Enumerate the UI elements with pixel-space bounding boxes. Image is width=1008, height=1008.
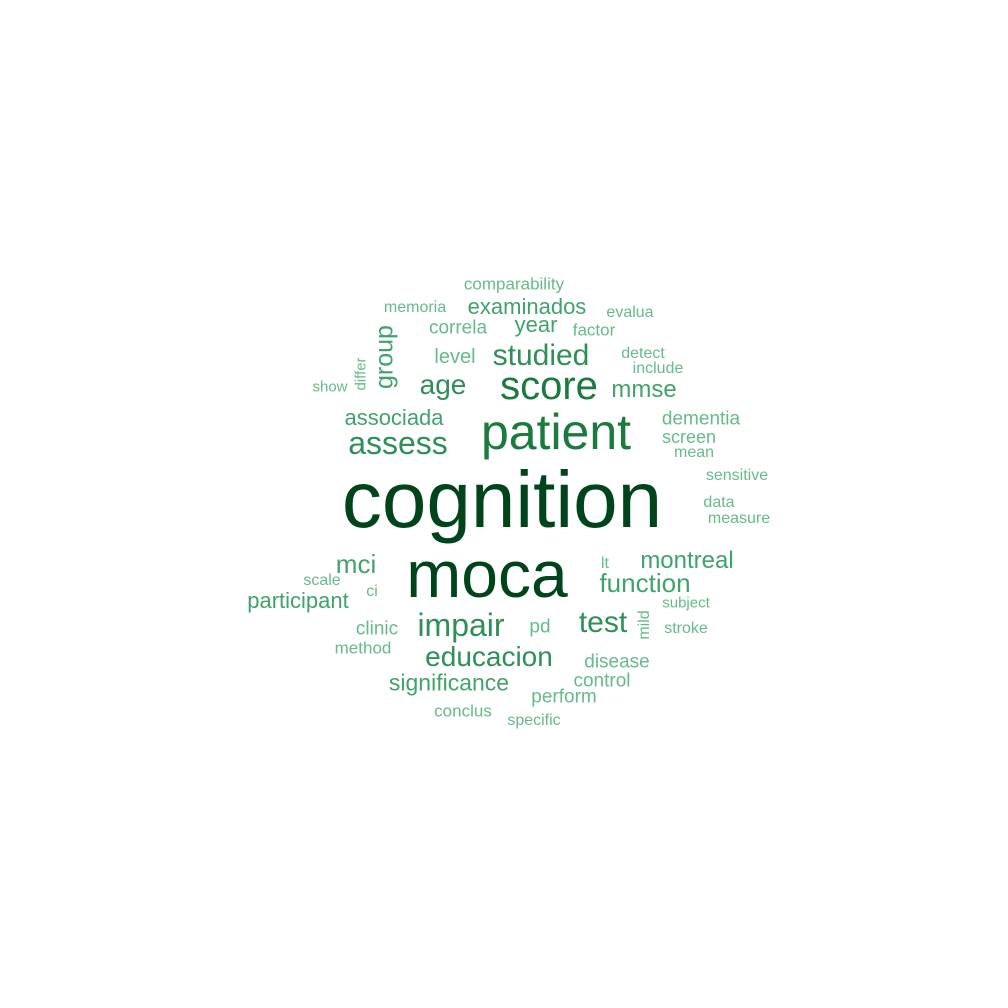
word-assess: assess	[348, 425, 448, 461]
word-dementia: dementia	[661, 408, 741, 430]
word-group: group	[370, 325, 399, 389]
word-measure: measure	[707, 510, 771, 527]
word-mmse: mmse	[611, 376, 677, 403]
word-lt: lt	[601, 555, 609, 572]
word-differ: differ	[352, 357, 370, 391]
word-method: method	[334, 638, 392, 658]
word-evalua: evalua	[606, 304, 654, 321]
word-age: age	[419, 369, 467, 400]
word-correla: correla	[428, 317, 488, 339]
word-associada: associada	[344, 405, 444, 430]
word-sensitive: sensitive	[705, 467, 769, 484]
word-memoria: memoria	[383, 299, 447, 316]
word-examinados: examinados	[467, 294, 587, 319]
word-level: level	[434, 346, 476, 368]
word-ci: ci	[366, 583, 378, 600]
word-include: include	[632, 360, 684, 377]
word-specific: specific	[507, 712, 561, 729]
word-mild: mild	[636, 610, 653, 640]
word-data: data	[703, 494, 735, 511]
word-year: year	[514, 312, 558, 337]
word-disease: disease	[584, 651, 650, 673]
word-detect: detect	[621, 345, 665, 362]
word-conclus: conclus	[434, 701, 492, 721]
word-participant: participant	[247, 588, 349, 613]
word-clinic: clinic	[355, 618, 399, 640]
word-control: control	[573, 670, 631, 692]
word-scale: scale	[303, 572, 341, 589]
word-perform: perform	[531, 686, 597, 708]
word-patient: patient	[480, 404, 632, 460]
word-studied: studied	[492, 339, 590, 372]
word-screen: screen	[661, 427, 717, 447]
word-moca: moca	[406, 537, 568, 611]
word-impair: impair	[417, 607, 505, 643]
word-mci: mci	[335, 549, 377, 579]
word-montreal: montreal	[640, 547, 734, 574]
word-show: show	[312, 378, 348, 396]
word-significance: significance	[388, 669, 510, 696]
word-test: test	[578, 606, 628, 639]
word-score: score	[500, 364, 598, 408]
word-stroke: stroke	[664, 620, 708, 637]
word-function: function	[599, 568, 691, 598]
word-factor: factor	[572, 320, 616, 340]
word-cognition: cognition	[341, 455, 663, 544]
word-comparability: comparability	[463, 274, 565, 294]
word-subject: subject	[662, 594, 710, 612]
word-pd: pd	[529, 616, 551, 638]
word-educacion: educacion	[425, 641, 553, 672]
word-mean: mean	[673, 444, 715, 461]
